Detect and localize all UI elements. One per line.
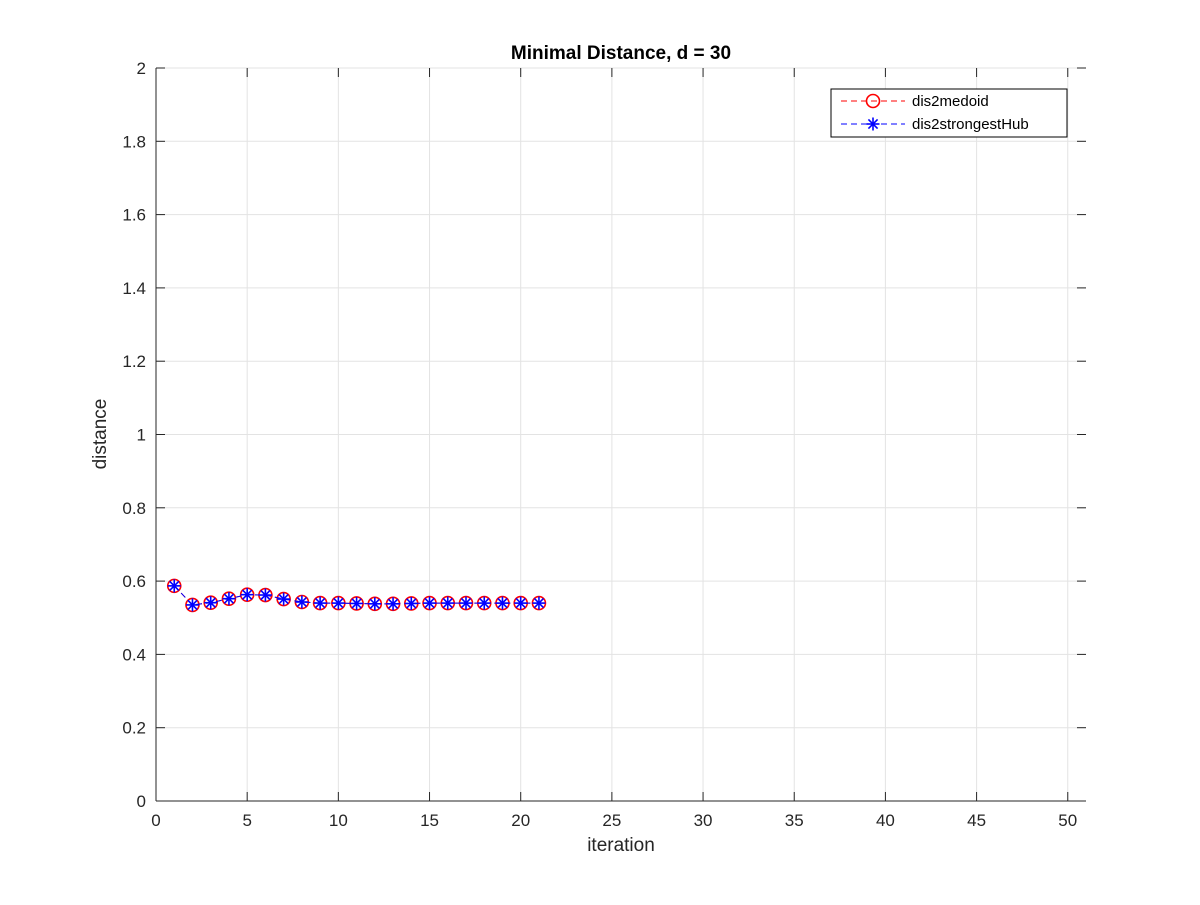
y-tick-label: 0.2 bbox=[122, 719, 146, 738]
y-tick-label: 1.2 bbox=[122, 352, 146, 371]
y-tick-label: 0.4 bbox=[122, 645, 146, 664]
data-point-asterisk bbox=[331, 596, 345, 610]
asterisk-stroke bbox=[460, 597, 472, 609]
data-point-asterisk bbox=[477, 596, 491, 610]
y-tick-label: 1 bbox=[137, 426, 146, 445]
asterisk-stroke bbox=[169, 580, 180, 592]
data-point-asterisk bbox=[240, 588, 254, 602]
asterisk-stroke bbox=[479, 597, 490, 609]
y-axis-label: distance bbox=[90, 399, 111, 470]
asterisk-stroke bbox=[296, 596, 308, 608]
y-tick-label: 0 bbox=[137, 792, 146, 811]
y-tick-label: 1.8 bbox=[122, 132, 146, 151]
x-tick-label: 50 bbox=[1058, 811, 1077, 830]
x-tick-label: 30 bbox=[694, 811, 713, 830]
legend: dis2medoid dis2strongestHub bbox=[830, 88, 1068, 138]
data-point-asterisk bbox=[222, 592, 236, 606]
x-tick-label: 5 bbox=[242, 811, 251, 830]
x-tick-label: 45 bbox=[967, 811, 986, 830]
legend-entry: dis2strongestHub bbox=[841, 116, 1029, 133]
asterisk-stroke bbox=[387, 598, 399, 609]
data-point-asterisk bbox=[532, 596, 546, 610]
data-point-asterisk bbox=[423, 596, 437, 610]
data-point-asterisk bbox=[514, 596, 528, 610]
x-tick-label: 25 bbox=[602, 811, 621, 830]
asterisk-stroke bbox=[424, 597, 435, 609]
x-tick-label: 20 bbox=[511, 811, 530, 830]
data-point-asterisk bbox=[277, 592, 291, 606]
legend-entries: dis2medoid dis2strongestHub bbox=[841, 93, 1029, 133]
y-tick-label: 0.6 bbox=[122, 572, 146, 591]
x-tick-label: 35 bbox=[785, 811, 804, 830]
asterisk-stroke bbox=[187, 599, 198, 611]
asterisk-stroke bbox=[333, 597, 344, 609]
chart-title: Minimal Distance, d = 30 bbox=[511, 43, 731, 64]
asterisk-stroke bbox=[205, 597, 216, 608]
legend-label: dis2strongestHub bbox=[912, 116, 1029, 133]
asterisk-stroke bbox=[533, 597, 545, 609]
x-tick-label: 10 bbox=[329, 811, 348, 830]
asterisk-stroke bbox=[351, 598, 362, 609]
asterisk-stroke bbox=[242, 589, 253, 600]
asterisk-stroke bbox=[278, 593, 289, 605]
asterisk-stroke bbox=[867, 118, 879, 130]
legend-marker-asterisk bbox=[866, 117, 880, 131]
x-tick-label: 15 bbox=[420, 811, 439, 830]
data-point-asterisk bbox=[167, 579, 181, 593]
data-point-asterisk bbox=[185, 598, 199, 612]
y-tick-label: 1.4 bbox=[122, 279, 146, 298]
legend-entry: dis2medoid bbox=[841, 93, 989, 110]
asterisk-stroke bbox=[223, 593, 235, 604]
x-tick-label: 40 bbox=[876, 811, 895, 830]
data-point-asterisk bbox=[295, 595, 309, 609]
asterisk-stroke bbox=[369, 598, 380, 609]
data-point-asterisk bbox=[495, 596, 509, 610]
data-point-asterisk bbox=[404, 596, 418, 610]
series-layer bbox=[166, 578, 547, 613]
asterisk-stroke bbox=[314, 597, 326, 609]
legend-label: dis2medoid bbox=[912, 93, 989, 110]
y-tick-label: 0.8 bbox=[122, 499, 146, 518]
axes-layer: 0 5 10 15 20 25 30 35 40 45 50 0 0.2 0.4 0.6 0.8 1 1.2 1.4… bbox=[122, 59, 1086, 830]
asterisk-stroke bbox=[442, 597, 453, 609]
data-point-asterisk bbox=[368, 597, 382, 611]
asterisk-stroke bbox=[515, 597, 526, 609]
data-point-asterisk bbox=[258, 588, 272, 602]
legend-marker-circle bbox=[865, 93, 881, 109]
data-point-asterisk bbox=[204, 596, 218, 610]
asterisk-stroke bbox=[260, 589, 271, 601]
asterisk-stroke bbox=[497, 597, 508, 609]
data-point-asterisk bbox=[459, 596, 473, 610]
asterisk-stroke bbox=[406, 598, 417, 609]
legend-box bbox=[830, 88, 1068, 138]
y-tick-label: 2 bbox=[137, 59, 146, 78]
data-point-asterisk bbox=[313, 596, 327, 610]
data-point-asterisk bbox=[441, 596, 455, 610]
x-tick-label: 0 bbox=[151, 811, 160, 830]
x-axis-label: iteration bbox=[587, 835, 655, 856]
series-dis2strongestHub bbox=[167, 579, 546, 612]
data-point-asterisk bbox=[350, 596, 364, 610]
y-tick-label: 1.6 bbox=[122, 206, 146, 225]
data-point-asterisk bbox=[386, 597, 400, 611]
